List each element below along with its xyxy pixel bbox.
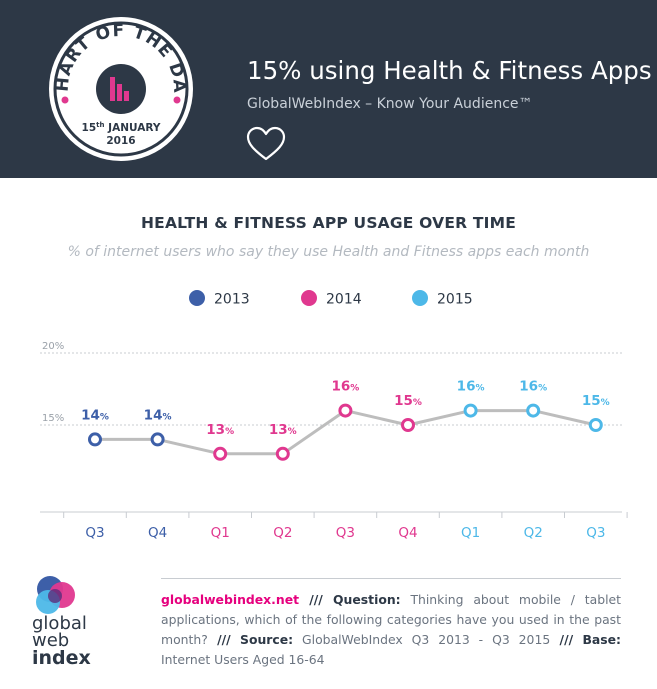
badge-day: 15	[82, 122, 97, 134]
data-point-2015	[526, 403, 541, 418]
data-point-2014	[213, 446, 228, 461]
data-label-2014: 13%	[206, 422, 234, 438]
chart-legend: 2013 2014 2015	[189, 290, 473, 308]
data-label-2014: 16%	[331, 379, 359, 395]
question-text: Thinking about mobile / tablet applicati…	[161, 592, 621, 647]
x-tick-label: Q1	[461, 525, 480, 541]
logo-line1: global	[32, 613, 87, 634]
data-label-2013: 14%	[81, 407, 109, 423]
chart-title: HEALTH & FITNESS APP USAGE OVER TIME	[140, 214, 517, 232]
data-point-2014	[338, 403, 353, 418]
badge-month: JANUARY	[107, 122, 161, 134]
data-point-2014	[401, 418, 415, 432]
footer-site-link[interactable]: globalwebindex.net	[161, 592, 300, 607]
data-label-2015: 16%	[519, 379, 547, 395]
x-axis: Q3 Q4 Q1 Q2 Q3 Q4 Q1 Q2 Q3	[85, 525, 605, 541]
data-label-2014: 15%	[394, 393, 422, 409]
question-label: Question:	[333, 592, 401, 607]
data-label-2013: 14%	[144, 407, 172, 423]
legend-label-2014: 2014	[326, 292, 362, 308]
globalwebindex-logo: global web index	[32, 576, 91, 669]
badge-year: 2016	[106, 135, 135, 147]
chart-points: 14% 14% 13% 13% 16% 15% 16% 16% 15%	[81, 379, 610, 461]
svg-text:15th JANUARY: 15th JANUARY	[82, 121, 161, 134]
data-point-2014	[275, 446, 290, 461]
x-tick-label: Q2	[524, 525, 543, 541]
legend-marker-2013	[189, 290, 205, 306]
x-tick-label: Q3	[336, 525, 355, 541]
y-tick-label: 15%	[42, 413, 64, 424]
x-tick-label: Q1	[211, 525, 230, 541]
x-tick-label: Q3	[586, 525, 605, 541]
logo-line2: web	[32, 630, 69, 651]
data-point-2015	[463, 403, 478, 418]
legend-marker-2014	[301, 290, 317, 306]
data-label-2015: 16%	[457, 379, 485, 395]
source-text: GlobalWebIndex Q3 2013 - Q3 2015	[293, 632, 551, 647]
header: CHART OF THE DAY 15th JANUARY 2016 15% u…	[0, 0, 657, 178]
page-title: 15% using Health & Fitness Apps	[247, 56, 652, 85]
line-chart: 2013 2014 2015 20% 15% 14% 14% 13% 13% 16% 15% 16…	[40, 290, 628, 541]
chart-grid: 20% 15%	[40, 341, 628, 518]
logo-line3: index	[32, 647, 91, 669]
source-label: Source:	[240, 632, 294, 647]
y-tick-label: 20%	[42, 341, 64, 352]
badge-day-suffix: th	[96, 121, 104, 129]
legend-label-2015: 2015	[437, 292, 473, 308]
chart-of-the-day-badge: CHART OF THE DAY 15th JANUARY 2016	[48, 16, 193, 161]
footer-divider	[161, 578, 621, 579]
data-label-2014: 13%	[269, 422, 297, 438]
legend-marker-2015	[412, 290, 428, 306]
footer-note: globalwebindex.net /// Question: Thinkin…	[161, 592, 621, 667]
page-subtitle: GlobalWebIndex – Know Your Audience™	[247, 96, 533, 112]
base-label: Base:	[582, 632, 621, 647]
data-point-2015	[588, 418, 603, 432]
x-tick-label: Q3	[85, 525, 104, 541]
legend-label-2013: 2013	[214, 292, 250, 308]
chart-subtitle: % of internet users who say they use Hea…	[67, 244, 590, 260]
data-label-2015: 15%	[582, 393, 610, 409]
base-text: Internet Users Aged 16-64	[161, 652, 325, 667]
heart-outline-icon[interactable]	[245, 126, 287, 162]
x-tick-label: Q2	[273, 525, 292, 541]
x-tick-label: Q4	[398, 525, 417, 541]
data-point-2013	[150, 432, 165, 447]
data-point-2013	[88, 432, 102, 447]
x-tick-label: Q4	[148, 525, 167, 541]
